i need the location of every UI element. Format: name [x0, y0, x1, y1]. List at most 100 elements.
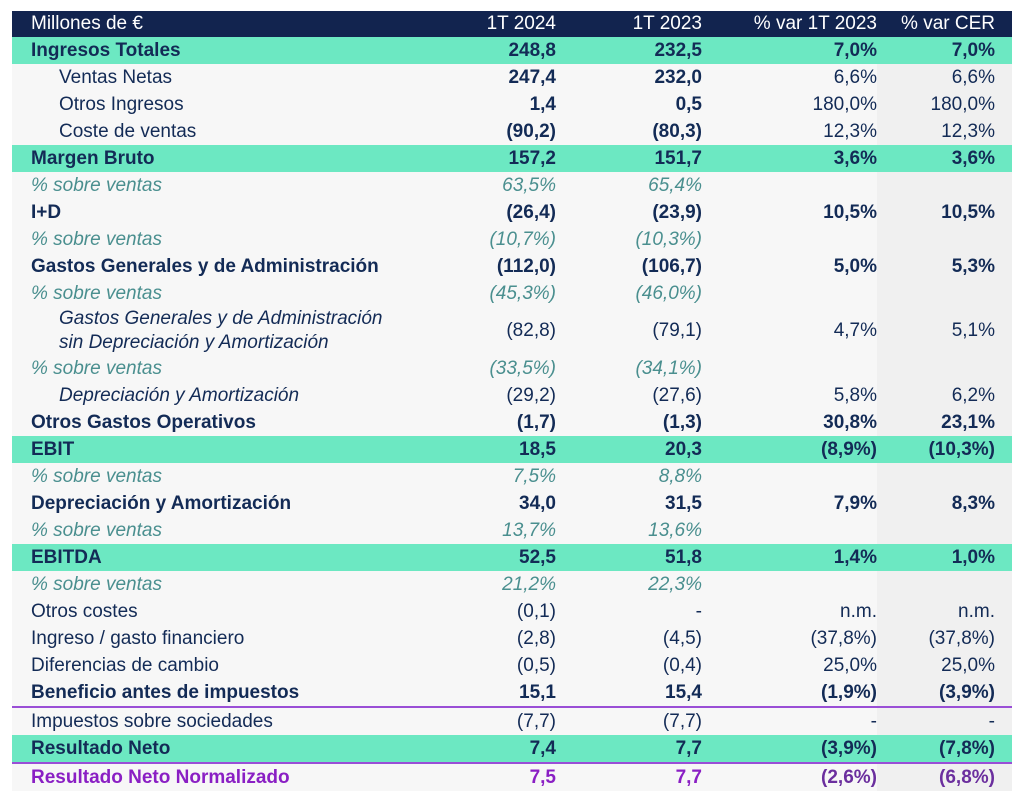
row-pct-sobre-ventas: % sobre ventas (45,3%) (46,0%)	[12, 280, 1012, 307]
value-1t-2024: 7,5%	[440, 463, 556, 490]
value-var	[702, 280, 877, 307]
income-statement-table: Millones de € 1T 2024 1T 2023 % var 1T 2…	[12, 11, 1012, 791]
row-ebitda: EBITDA 52,5 51,8 1,4% 1,0%	[12, 544, 1012, 571]
value-1t-2024: 15,1	[440, 679, 556, 706]
value-var-cer: (7,8%)	[877, 735, 1012, 762]
row-label: Resultado Neto Normalizado	[12, 764, 440, 791]
value-var-cer	[877, 355, 1012, 382]
value-var: (1,9%)	[702, 679, 877, 706]
row-label: Depreciación y Amortización	[12, 490, 440, 517]
value-1t-2024: 21,2%	[440, 571, 556, 598]
row-ingreso-gasto-financiero: Ingreso / gasto financiero (2,8) (4,5) (…	[12, 625, 1012, 652]
value-1t-2024: (82,8)	[440, 307, 556, 355]
row-pct-sobre-ventas: % sobre ventas (10,7%) (10,3%)	[12, 226, 1012, 253]
value-1t-2024: (2,8)	[440, 625, 556, 652]
value-1t-2023: (0,4)	[556, 652, 702, 679]
row-depreciacion-amortizacion-sub: Depreciación y Amortización (29,2) (27,6…	[12, 382, 1012, 409]
value-var: -	[702, 708, 877, 735]
value-1t-2024: (29,2)	[440, 382, 556, 409]
header-1t-2024: 1T 2024	[440, 11, 556, 37]
row-label: % sobre ventas	[12, 172, 440, 199]
row-label: EBITDA	[12, 544, 440, 571]
value-1t-2023: (10,3%)	[556, 226, 702, 253]
row-beneficio-antes-impuestos: Beneficio antes de impuestos 15,1 15,4 (…	[12, 679, 1012, 708]
value-1t-2023: (46,0%)	[556, 280, 702, 307]
value-var: 7,9%	[702, 490, 877, 517]
value-var: 12,3%	[702, 118, 877, 145]
value-var	[702, 355, 877, 382]
value-var-cer: (6,8%)	[877, 764, 1012, 791]
row-otros-costes: Otros costes (0,1) - n.m. n.m.	[12, 598, 1012, 625]
value-1t-2024: 63,5%	[440, 172, 556, 199]
value-1t-2023: 232,5	[556, 37, 702, 64]
header-var-cer: % var CER	[877, 11, 1012, 37]
value-1t-2024: 7,5	[440, 764, 556, 791]
value-1t-2023: 151,7	[556, 145, 702, 172]
value-1t-2024: 157,2	[440, 145, 556, 172]
value-1t-2023: 7,7	[556, 764, 702, 791]
value-var-cer	[877, 172, 1012, 199]
value-1t-2024: (90,2)	[440, 118, 556, 145]
value-1t-2024: 18,5	[440, 436, 556, 463]
value-var: 4,7%	[702, 307, 877, 355]
value-1t-2024: (33,5%)	[440, 355, 556, 382]
value-1t-2024: (10,7%)	[440, 226, 556, 253]
row-label: Otros Ingresos	[12, 91, 440, 118]
row-label: Otros costes	[12, 598, 440, 625]
value-1t-2024: (26,4)	[440, 199, 556, 226]
row-label: % sobre ventas	[12, 280, 440, 307]
value-1t-2024: 1,4	[440, 91, 556, 118]
value-var-cer: 10,5%	[877, 199, 1012, 226]
value-var-cer: 3,6%	[877, 145, 1012, 172]
value-var-cer: (37,8%)	[877, 625, 1012, 652]
value-var-cer: (3,9%)	[877, 679, 1012, 706]
row-label-line1: Gastos Generales y de Administración	[59, 308, 383, 329]
value-1t-2023: (4,5)	[556, 625, 702, 652]
value-1t-2023: (1,3)	[556, 409, 702, 436]
value-var: (8,9%)	[702, 436, 877, 463]
value-var: 30,8%	[702, 409, 877, 436]
value-var: (37,8%)	[702, 625, 877, 652]
value-1t-2023: 8,8%	[556, 463, 702, 490]
row-margen-bruto: Margen Bruto 157,2 151,7 3,6% 3,6%	[12, 145, 1012, 172]
value-1t-2023: (27,6)	[556, 382, 702, 409]
value-var	[702, 226, 877, 253]
value-1t-2024: (0,1)	[440, 598, 556, 625]
value-1t-2024: 52,5	[440, 544, 556, 571]
row-resultado-neto-normalizado: Resultado Neto Normalizado 7,5 7,7 (2,6%…	[12, 764, 1012, 791]
value-var-cer: -	[877, 708, 1012, 735]
value-var-cer: 180,0%	[877, 91, 1012, 118]
row-pct-sobre-ventas: % sobre ventas 7,5% 8,8%	[12, 463, 1012, 490]
value-1t-2024: 13,7%	[440, 517, 556, 544]
value-1t-2024: 7,4	[440, 735, 556, 762]
value-var-cer: 23,1%	[877, 409, 1012, 436]
value-var-cer	[877, 280, 1012, 307]
value-var-cer	[877, 463, 1012, 490]
value-1t-2023: (23,9)	[556, 199, 702, 226]
row-label: I+D	[12, 199, 440, 226]
value-var: 10,5%	[702, 199, 877, 226]
row-pct-sobre-ventas: % sobre ventas 21,2% 22,3%	[12, 571, 1012, 598]
value-var: 180,0%	[702, 91, 877, 118]
row-label: % sobre ventas	[12, 463, 440, 490]
value-var-cer: (10,3%)	[877, 436, 1012, 463]
value-1t-2024: (1,7)	[440, 409, 556, 436]
row-label: Coste de ventas	[12, 118, 440, 145]
value-1t-2023: 232,0	[556, 64, 702, 91]
row-ingresos-totales: Ingresos Totales 248,8 232,5 7,0% 7,0%	[12, 37, 1012, 64]
value-var: 5,0%	[702, 253, 877, 280]
row-i-mas-d: I+D (26,4) (23,9) 10,5% 10,5%	[12, 199, 1012, 226]
value-var: 25,0%	[702, 652, 877, 679]
value-1t-2023: (79,1)	[556, 307, 702, 355]
row-otros-gastos-operativos: Otros Gastos Operativos (1,7) (1,3) 30,8…	[12, 409, 1012, 436]
value-var: 5,8%	[702, 382, 877, 409]
value-1t-2023: 31,5	[556, 490, 702, 517]
row-label: Resultado Neto	[12, 735, 440, 762]
value-1t-2023: 22,3%	[556, 571, 702, 598]
row-label: Impuestos sobre sociedades	[12, 708, 440, 735]
row-ventas-netas: Ventas Netas 247,4 232,0 6,6% 6,6%	[12, 64, 1012, 91]
row-label-line2: sin Depreciación y Amortización	[59, 332, 329, 353]
value-var-cer: 25,0%	[877, 652, 1012, 679]
value-var	[702, 172, 877, 199]
row-ebit: EBIT 18,5 20,3 (8,9%) (10,3%)	[12, 436, 1012, 463]
